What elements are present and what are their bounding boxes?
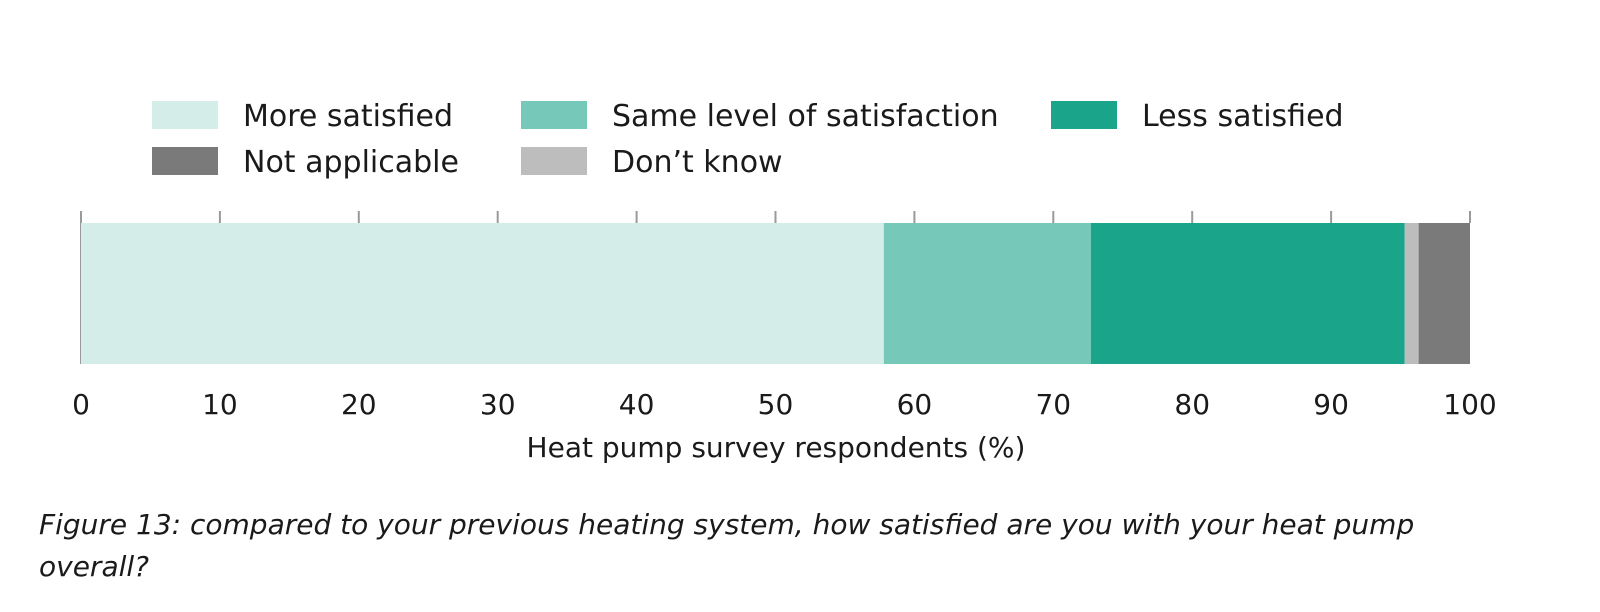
legend: More satisfied Same level of satisfaction… xyxy=(152,99,1344,180)
x-tick-label: 60 xyxy=(897,388,933,421)
x-tick-label: 40 xyxy=(619,388,655,421)
bar-segment-same-level-of-satisfaction xyxy=(883,223,1091,364)
x-tick-label: 20 xyxy=(341,388,377,421)
legend-swatch-less-satisfied xyxy=(1051,101,1117,129)
bar-segment-not-applicable xyxy=(1418,223,1470,364)
legend-swatch-don-t-know xyxy=(521,147,587,175)
x-tick-label: 80 xyxy=(1174,388,1210,421)
bar-segment-don-t-know xyxy=(1404,223,1419,364)
legend-label-less-satisfied: Less satisfied xyxy=(1142,99,1344,134)
legend-label-not-applicable: Not applicable xyxy=(243,145,459,180)
x-tick-label: 30 xyxy=(480,388,516,421)
legend-label-more-satisfied: More satisfied xyxy=(243,99,453,134)
legend-label-same-level-of-satisfaction: Same level of satisfaction xyxy=(612,99,999,134)
x-tick-label: 10 xyxy=(202,388,238,421)
legend-swatch-more-satisfied xyxy=(152,101,218,129)
bar-segment-more-satisfied xyxy=(81,223,884,364)
legend-swatch-not-applicable xyxy=(152,147,218,175)
x-tick-label: 0 xyxy=(72,388,90,421)
x-axis-tick-labels: 0 10 20 30 40 50 60 70 80 90 100 xyxy=(72,388,1497,421)
bar-segment-less-satisfied xyxy=(1090,223,1405,364)
legend-swatch-same-level-of-satisfaction xyxy=(521,101,587,129)
x-axis-title: Heat pump survey respondents (%) xyxy=(527,431,1026,464)
figure-caption: Figure 13: compared to your previous hea… xyxy=(39,508,1415,583)
stacked-bar xyxy=(81,223,1470,364)
legend-label-don-t-know: Don’t know xyxy=(612,145,783,180)
x-tick-label: 70 xyxy=(1035,388,1071,421)
x-tick-label: 50 xyxy=(758,388,794,421)
x-tick-label: 90 xyxy=(1313,388,1349,421)
chart: More satisfied Same level of satisfaction… xyxy=(72,99,1497,464)
x-tick-label: 100 xyxy=(1443,388,1496,421)
